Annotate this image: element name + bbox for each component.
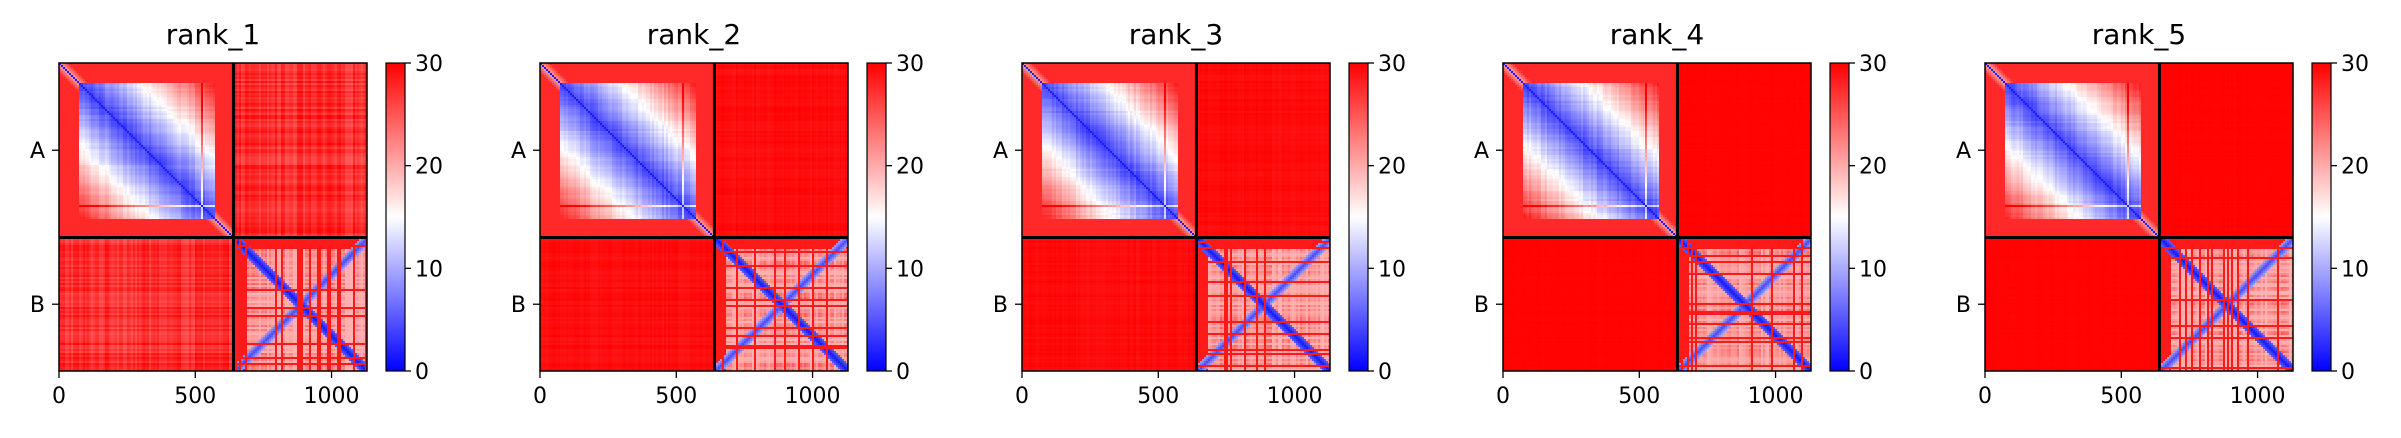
colorbar-tick-label: 0: [415, 360, 429, 385]
y-tick-label: B: [993, 293, 1008, 318]
y-tick-label: A: [993, 139, 1008, 164]
heatmap-frame: [1021, 62, 1331, 372]
x-tick-label: 1000: [1267, 384, 1323, 409]
x-tick-label: 500: [1137, 384, 1179, 409]
colorbar: [1829, 62, 1850, 372]
x-tick-label: 1000: [785, 384, 841, 409]
colorbar-tick-label: 10: [2341, 257, 2369, 282]
panel-title: rank_3: [1129, 18, 1223, 51]
panel-rank_5: rank_5 0 500 1000 A B 0 10 20 30: [1956, 18, 2369, 409]
x-tick-label: 0: [1496, 384, 1510, 409]
colorbar-tick-label: 30: [1859, 52, 1887, 77]
colorbar: [385, 62, 406, 372]
x-tick-label: 1000: [304, 384, 360, 409]
y-tick-label: A: [511, 139, 526, 164]
y-tick-label: A: [1474, 139, 1489, 164]
heatmap-image: [1022, 63, 1330, 371]
x-tick-label: 500: [2100, 384, 2142, 409]
panel-title: rank_5: [2092, 18, 2186, 51]
colorbar: [2311, 62, 2332, 372]
colorbar-tick-label: 10: [1378, 257, 1406, 282]
panel-rank_4: rank_4 0 500 1000 A B 0 10 20 30: [1474, 18, 1887, 409]
panel-title: rank_2: [647, 18, 741, 51]
heatmap-image: [1503, 63, 1811, 371]
y-tick-label: B: [1956, 293, 1971, 318]
colorbar-tick-label: 30: [415, 52, 443, 77]
panel-rank_1: rank_1 0 500 1000 A B 0 10 20 30: [30, 18, 443, 409]
colorbar-tick-label: 0: [2341, 360, 2355, 385]
y-tick-label: A: [30, 139, 45, 164]
x-tick-label: 0: [1978, 384, 1992, 409]
colorbar: [1348, 62, 1369, 372]
panel-rank_2: rank_2 0 500 1000 A B 0 10 20 30: [511, 18, 924, 409]
colorbar: [866, 62, 887, 372]
x-tick-label: 0: [533, 384, 547, 409]
colorbar-tick-label: 20: [896, 155, 924, 180]
panel-title: rank_1: [166, 18, 260, 51]
colorbar-tick-label: 30: [896, 52, 924, 77]
heatmap-frame: [539, 62, 849, 372]
heatmap-frame: [1502, 62, 1812, 372]
x-tick-label: 500: [655, 384, 697, 409]
x-tick-label: 500: [174, 384, 216, 409]
colorbar-tick-label: 20: [1378, 155, 1406, 180]
y-tick-label: B: [30, 293, 45, 318]
x-tick-label: 0: [52, 384, 66, 409]
colorbar-tick-label: 10: [415, 257, 443, 282]
x-tick-label: 500: [1618, 384, 1660, 409]
y-tick-label: A: [1956, 139, 1971, 164]
y-tick-label: B: [1474, 293, 1489, 318]
colorbar-tick-label: 10: [1859, 257, 1887, 282]
heatmap-image: [59, 63, 367, 371]
panel-rank_3: rank_3 0 500 1000 A B 0 10 20 30: [993, 18, 1406, 409]
x-tick-label: 0: [1015, 384, 1029, 409]
heatmap-image: [540, 63, 848, 371]
panel-title: rank_4: [1610, 18, 1704, 51]
colorbar-tick-label: 20: [2341, 155, 2369, 180]
colorbar-tick-label: 0: [896, 360, 910, 385]
colorbar-tick-label: 30: [1378, 52, 1406, 77]
colorbar-tick-label: 0: [1378, 360, 1392, 385]
colorbar-tick-label: 10: [896, 257, 924, 282]
heatmap-frame: [1984, 62, 2294, 372]
heatmap-frame: [58, 62, 368, 372]
y-tick-label: B: [511, 293, 526, 318]
colorbar-tick-label: 30: [2341, 52, 2369, 77]
colorbar-tick-label: 0: [1859, 360, 1873, 385]
colorbar-tick-label: 20: [415, 155, 443, 180]
x-tick-label: 1000: [1748, 384, 1804, 409]
colorbar-tick-label: 20: [1859, 155, 1887, 180]
x-tick-label: 1000: [2230, 384, 2286, 409]
heatmap-image: [1985, 63, 2293, 371]
